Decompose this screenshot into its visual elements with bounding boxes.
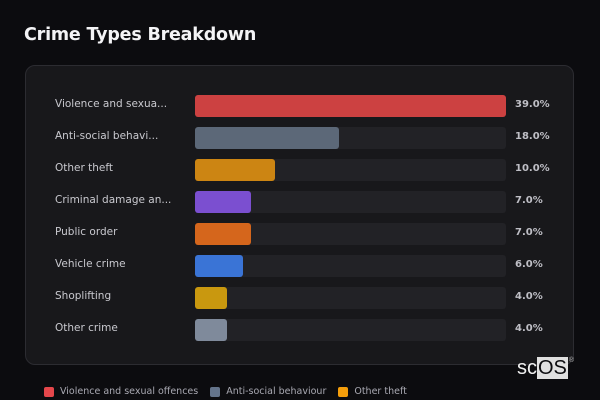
bar-label: Violence and sexua... <box>55 98 168 110</box>
bar-track <box>195 191 506 213</box>
logo-text-sc: sc <box>517 357 537 379</box>
bar-row: Other theft 10.0% <box>26 159 573 181</box>
bar-row: Anti-social behavi... 18.0% <box>26 127 573 149</box>
bar-value: 4.0% <box>515 323 543 334</box>
bar-value: 7.0% <box>515 195 543 206</box>
legend-swatch-icon <box>338 386 349 397</box>
bar-track <box>195 159 506 181</box>
legend-swatch-icon <box>44 386 54 397</box>
logo-text-os: OS <box>537 357 568 379</box>
bar-row: Public order 7.0% <box>26 223 573 245</box>
bar-value: 18.0% <box>515 131 550 142</box>
legend-label: Violence and sexual offences <box>60 386 199 397</box>
bar-value: 4.0% <box>515 291 543 302</box>
registered-mark-icon: ® <box>568 357 575 364</box>
bar-row: Violence and sexua... 39.0% <box>26 95 573 117</box>
bar-track <box>195 95 506 117</box>
legend-item[interactable]: Other theft <box>338 386 407 397</box>
chart-panel: Violence and sexua... 39.0% Anti-social be… <box>25 65 574 365</box>
bar-label: Other theft <box>55 162 114 174</box>
chart-title: Crime Types Breakdown <box>24 25 257 45</box>
legend-label: Other theft <box>354 386 407 397</box>
bar-fill[interactable] <box>195 223 251 245</box>
bar-track <box>195 127 506 149</box>
bar-track <box>195 255 506 277</box>
legend-label: Anti-social behaviour <box>226 386 327 397</box>
bar-value: 10.0% <box>515 163 550 174</box>
bar-fill[interactable] <box>195 191 251 213</box>
bar-fill[interactable] <box>195 319 227 341</box>
bar-label: Anti-social behavi... <box>55 130 159 142</box>
legend-item[interactable]: Violence and sexual offences <box>44 386 198 397</box>
bar-row: Criminal damage an... 7.0% <box>26 191 573 213</box>
bar-row: Vehicle crime 6.0% <box>26 255 573 277</box>
bar-track <box>195 223 506 245</box>
bar-label: Other crime <box>55 322 118 334</box>
bar-fill[interactable] <box>195 127 339 149</box>
bar-label: Criminal damage an... <box>55 194 172 206</box>
bar-label: Shoplifting <box>55 290 112 302</box>
bar-label: Vehicle crime <box>55 258 126 270</box>
logo: sc OS ® <box>517 357 574 379</box>
bar-track <box>195 287 506 309</box>
bar-fill[interactable] <box>195 95 506 117</box>
bar-track <box>195 319 506 341</box>
bar-fill[interactable] <box>195 287 227 309</box>
bar-value: 39.0% <box>515 99 550 110</box>
bar-value: 6.0% <box>515 259 543 270</box>
legend-swatch-icon <box>210 386 221 397</box>
legend-item[interactable]: Anti-social behaviour <box>210 386 326 397</box>
bar-value: 7.0% <box>515 227 543 238</box>
legend: Violence and sexual offences Anti-social … <box>44 386 407 397</box>
bar-row: Shoplifting 4.0% <box>26 287 573 309</box>
bar-fill[interactable] <box>195 159 275 181</box>
bar-row: Other crime 4.0% <box>26 319 573 341</box>
bar-fill[interactable] <box>195 255 243 277</box>
bar-label: Public order <box>55 226 118 238</box>
